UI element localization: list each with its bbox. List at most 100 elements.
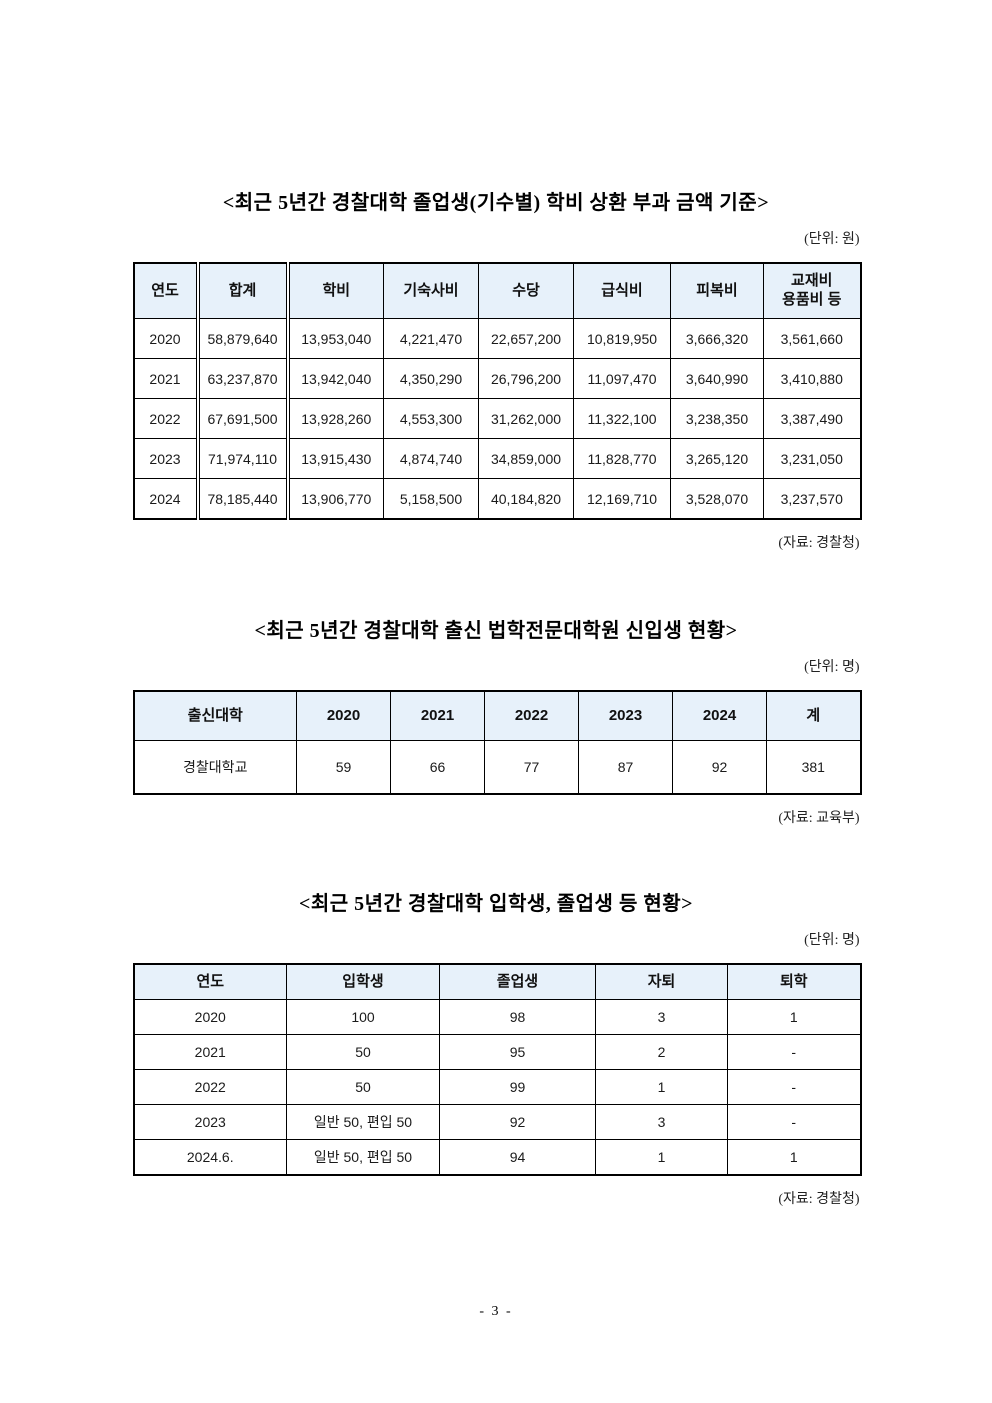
- column-header: 계: [766, 690, 861, 741]
- table-cell: 3,561,660: [763, 318, 861, 359]
- table-cell: 63,237,870: [197, 358, 290, 399]
- table-cell: 40,184,820: [478, 478, 574, 520]
- table-cell: 26,796,200: [478, 358, 574, 399]
- table-row: 2021 63,237,870 13,942,040 4,350,290 26,796,…: [133, 358, 861, 399]
- table-cell: 2022: [133, 398, 200, 439]
- table-cell: 10,819,950: [573, 318, 671, 359]
- table-cell: 2021: [133, 1034, 287, 1070]
- lawschool-table-title: <최근 5년간 경찰대학 출신 법학전문대학원 신입생 현황>: [254, 620, 738, 642]
- table-cell: 2023: [133, 1104, 287, 1140]
- table-cell: 34,859,000: [478, 438, 574, 479]
- column-header: 졸업생: [439, 963, 596, 1000]
- table-cell: 1: [595, 1069, 728, 1105]
- table-cell: 67,691,500: [197, 398, 290, 439]
- lawschool-section: <최근 5년간 경찰대학 출신 법학전문대학원 신입생 현황> (단위: 명) …: [132, 614, 862, 827]
- document-content: <최근 5년간 경찰대학 졸업생(기수별) 학비 상환 부과 금액 기준> (단…: [132, 0, 862, 1320]
- table-cell: 95: [439, 1034, 596, 1070]
- tuition-table-header-row: 연도 합계 학비 기숙사비 수당 급식비 피복비 교재비 용품비 등: [133, 262, 861, 319]
- table-cell: 3,410,880: [763, 358, 861, 399]
- section-gap: [133, 827, 860, 887]
- lawschool-source-label: (자료: 교육부): [778, 811, 860, 826]
- enrollment-source-label: (자료: 경찰청): [778, 1192, 860, 1207]
- table-row: 2021 50 95 2-: [133, 1034, 861, 1070]
- enrollment-unit-label: (단위: 명): [804, 933, 860, 948]
- table-row: 2022 67,691,500 13,928,260 4,553,300 31,262,…: [133, 398, 861, 439]
- table-cell: 4,553,300: [383, 398, 479, 439]
- table-row: 2024.6. 일반 50, 편입 50 94 1 1: [133, 1139, 861, 1176]
- column-header: 급식비: [573, 262, 671, 319]
- table-row: 2020 58,879,640 13,953,040 4,221,470 22,657,…: [133, 318, 861, 359]
- enrollment-table: 연도 입학생 졸업생 자퇴 퇴학 2020 100 98 3 1 2021 50 95 2-2022 50…: [132, 963, 862, 1176]
- table-cell: 11,097,470: [573, 358, 671, 399]
- table-cell: 2022: [133, 1069, 287, 1105]
- enrollment-section: <최근 5년간 경찰대학 입학생, 졸업생 등 현황> (단위: 명) 연도 입학…: [132, 887, 862, 1208]
- table-cell: 11,828,770: [573, 438, 671, 479]
- table-cell: 1: [727, 1139, 861, 1176]
- tuition-section: <최근 5년간 경찰대학 졸업생(기수별) 학비 상환 부과 금액 기준> (단…: [132, 0, 862, 552]
- table-cell: 2023: [133, 438, 200, 479]
- table-cell: 2020: [133, 318, 200, 359]
- table-cell: 92: [672, 740, 767, 795]
- table-cell: 99: [439, 1069, 596, 1105]
- tuition-unit-label: (단위: 원): [804, 232, 860, 247]
- enrollment-table-header-row: 연도 입학생 졸업생 자퇴 퇴학: [133, 963, 861, 1000]
- table-cell: 59: [296, 740, 391, 795]
- lawschool-table-header-row: 출신대학 2020 2021 2022 2023 2024 계: [133, 690, 861, 741]
- column-header: 출신대학: [133, 690, 297, 741]
- table-cell: 경찰대학교: [133, 740, 297, 795]
- table-row: 2023 71,974,110 13,915,430 4,874,740 34,859,…: [133, 438, 861, 479]
- table-cell: 3,528,070: [670, 478, 764, 520]
- table-cell: 2024: [133, 478, 200, 520]
- table-cell: 66: [390, 740, 485, 795]
- table-row: 2023 일반 50, 편입 50 92 3-: [133, 1104, 861, 1140]
- enrollment-table-title: <최근 5년간 경찰대학 입학생, 졸업생 등 현황>: [298, 893, 694, 915]
- table-cell: 3,231,050: [763, 438, 861, 479]
- table-row: 2024 78,185,440 13,906,770 5,158,500 40,184,…: [133, 478, 861, 520]
- column-header: 2022: [484, 690, 579, 741]
- table-cell: 1: [595, 1139, 728, 1176]
- table-cell: 2021: [133, 358, 200, 399]
- table-cell: 381: [766, 740, 861, 795]
- table-cell: 2020: [133, 999, 287, 1035]
- lawschool-table: 출신대학 2020 2021 2022 2023 2024 계 경찰대학교 59 66 77 87 9…: [132, 690, 862, 795]
- section-gap: [133, 552, 860, 614]
- column-header: 2024: [672, 690, 767, 741]
- tuition-table: 연도 합계 학비 기숙사비 수당 급식비 피복비 교재비 용품비 등 2020 58,879,6…: [132, 262, 862, 520]
- table-cell: 3,640,990: [670, 358, 764, 399]
- table-cell: 3,666,320: [670, 318, 764, 359]
- table-cell: -: [727, 1069, 861, 1105]
- table-cell: 100: [286, 999, 440, 1035]
- table-cell: 일반 50, 편입 50: [286, 1104, 440, 1140]
- column-header: 수당: [478, 262, 574, 319]
- table-cell: 2: [595, 1034, 728, 1070]
- column-header: 2023: [578, 690, 673, 741]
- table-cell: 3,387,490: [763, 398, 861, 439]
- table-cell: 22,657,200: [478, 318, 574, 359]
- table-cell: 4,350,290: [383, 358, 479, 399]
- table-cell: 13,928,260: [287, 398, 384, 439]
- table-cell: 3: [595, 999, 728, 1035]
- table-cell: 3,237,570: [763, 478, 861, 520]
- table-cell: 3,265,120: [670, 438, 764, 479]
- column-header: 학비: [287, 262, 384, 319]
- table-cell: 12,169,710: [573, 478, 671, 520]
- column-header: 교재비 용품비 등: [763, 262, 861, 319]
- table-cell: 87: [578, 740, 673, 795]
- table-cell: 50: [286, 1069, 440, 1105]
- table-cell: 11,322,100: [573, 398, 671, 439]
- table-cell: 31,262,000: [478, 398, 574, 439]
- column-header: 퇴학: [727, 963, 861, 1000]
- column-header: 연도: [133, 963, 287, 1000]
- table-cell: 98: [439, 999, 596, 1035]
- page-number: - 3 -: [479, 1304, 513, 1319]
- column-header: 합계: [197, 262, 290, 319]
- column-header: 피복비: [670, 262, 764, 319]
- table-cell: 13,906,770: [287, 478, 384, 520]
- column-header: 2020: [296, 690, 391, 741]
- column-header: 2021: [390, 690, 485, 741]
- column-header: 입학생: [286, 963, 440, 1000]
- table-row: 2020 100 98 3 1: [133, 999, 861, 1035]
- table-cell: 13,953,040: [287, 318, 384, 359]
- tuition-source-label: (자료: 경찰청): [778, 536, 860, 551]
